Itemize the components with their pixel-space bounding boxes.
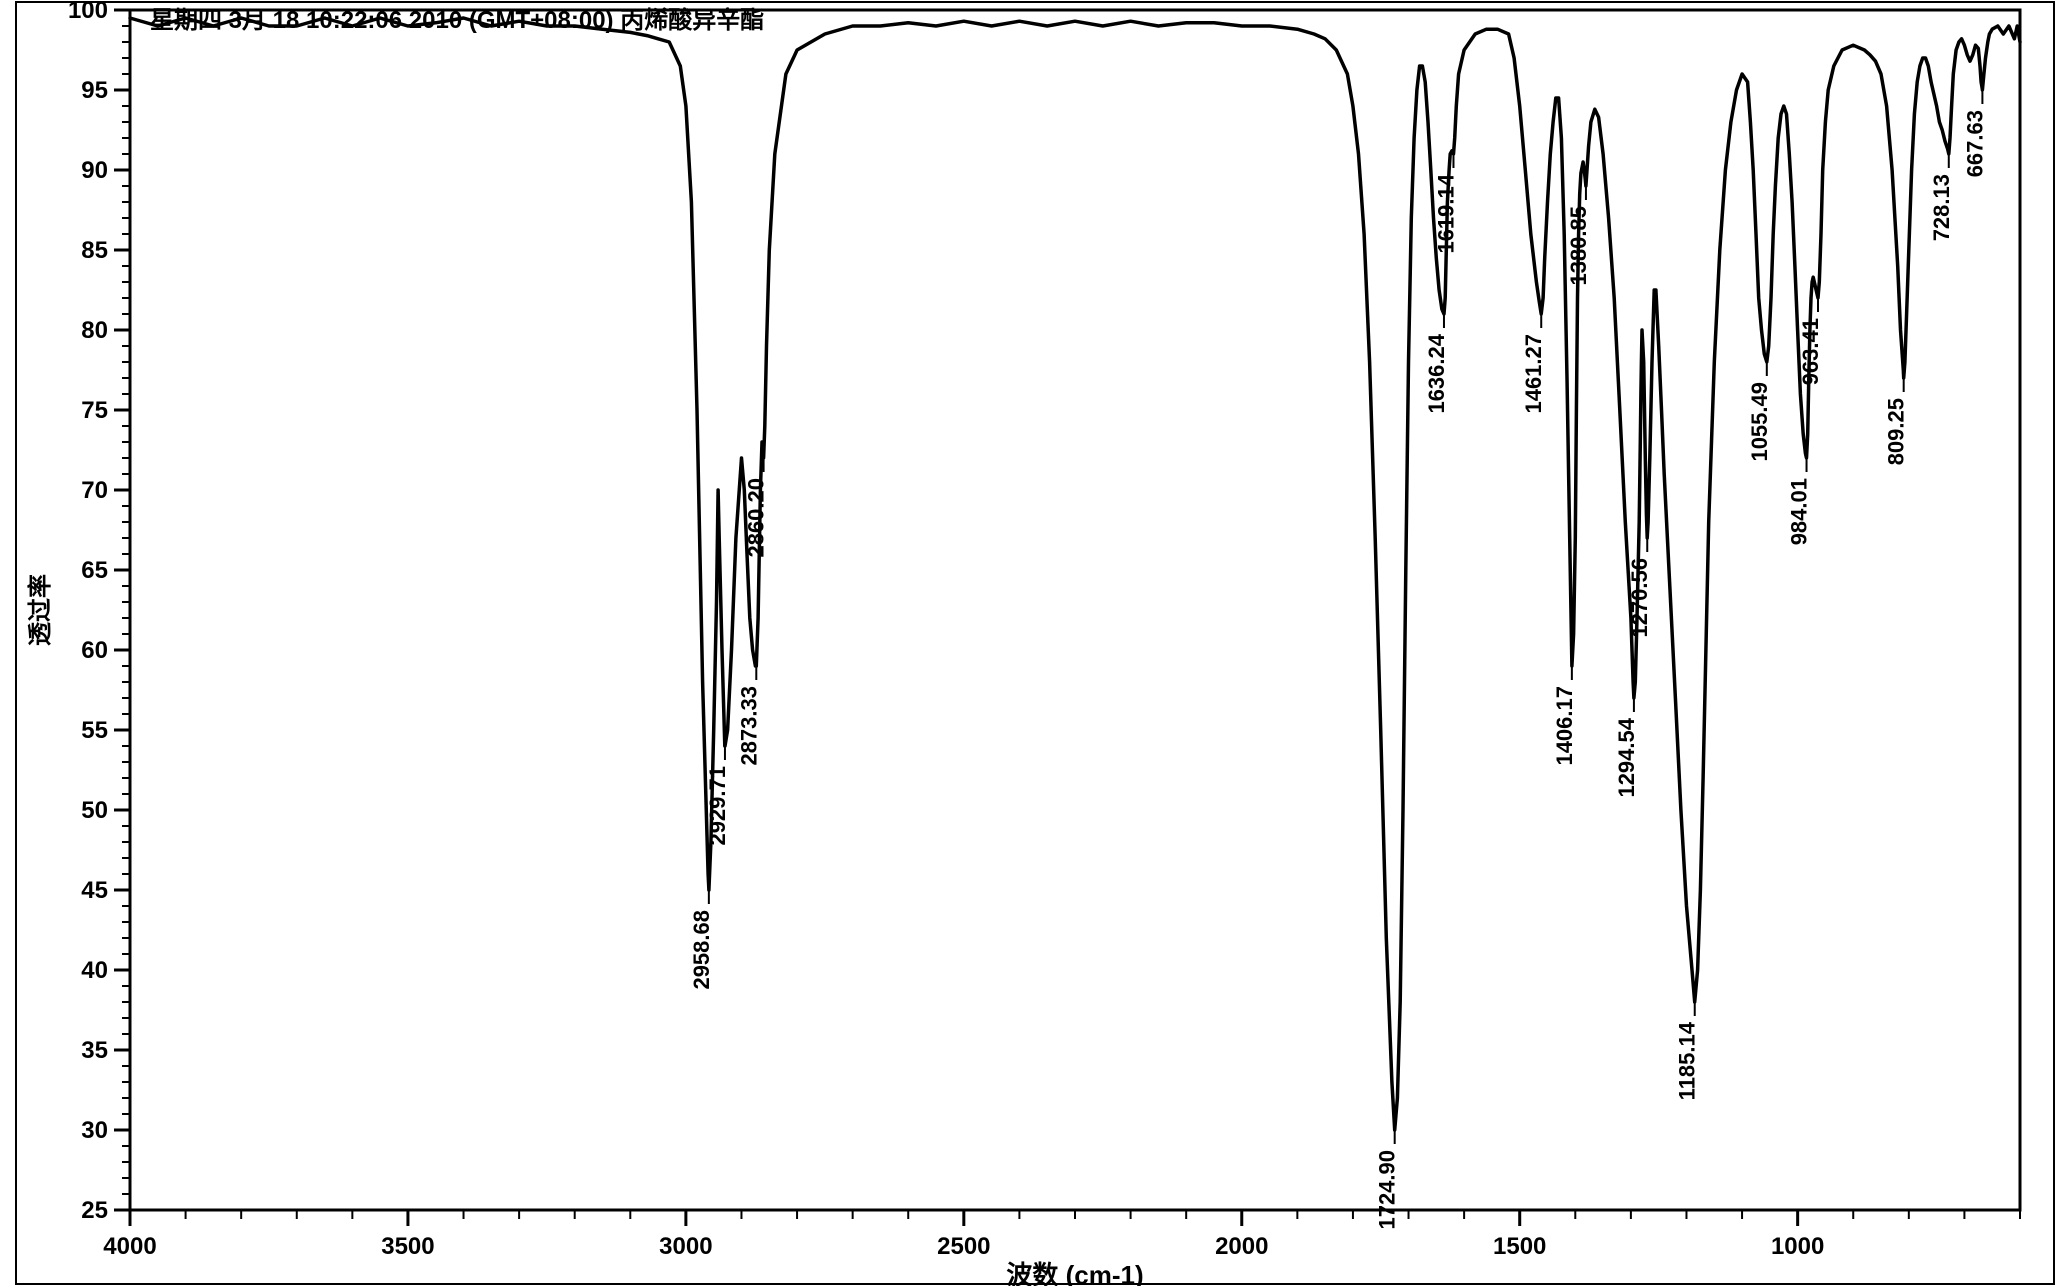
y-tick-label: 50 — [81, 797, 108, 824]
x-axis-title: 波数 (cm-1) — [1006, 1260, 1143, 1286]
y-tick-label: 95 — [81, 77, 108, 104]
y-tick-label: 70 — [81, 477, 108, 504]
peak-label: 1380.85 — [1566, 206, 1591, 286]
peak-label: 1461.27 — [1521, 334, 1546, 414]
peak-label: 984.01 — [1787, 478, 1812, 545]
y-tick-label: 55 — [81, 717, 108, 744]
peak-label: 1270.56 — [1627, 558, 1652, 638]
y-tick-label: 65 — [81, 557, 108, 584]
x-tick-label: 2500 — [937, 1233, 990, 1260]
chart-background — [0, 0, 2056, 1286]
ir-spectrum-chart: 4000 3500 3000 2500 2000 1500 1000 25 30 35 40 45 50… — [0, 0, 2056, 1286]
peak-label: 1185.14 — [1675, 1021, 1700, 1100]
x-tick-label: 1000 — [1771, 1233, 1824, 1260]
peak-label: 2860.20 — [744, 478, 769, 558]
x-tick-label: 3500 — [381, 1233, 434, 1260]
peak-label: 1294.54 — [1614, 717, 1639, 797]
peak-label: 667.63 — [1962, 110, 1987, 177]
peak-label: 809.25 — [1884, 398, 1909, 465]
y-tick-label: 40 — [81, 957, 108, 984]
y-axis-title: 透过率 — [26, 574, 54, 646]
y-tick-label: 90 — [81, 157, 108, 184]
peak-label: 2929.71 — [705, 766, 730, 846]
y-tick-label: 85 — [81, 237, 108, 264]
peak-label: 1406.17 — [1552, 686, 1577, 766]
x-tick-label: 1500 — [1493, 1233, 1546, 1260]
peak-label: 1724.90 — [1375, 1150, 1400, 1230]
peak-label: 728.13 — [1929, 174, 1954, 241]
peak-label: 1055.49 — [1747, 382, 1772, 462]
x-tick-label: 2000 — [1215, 1233, 1268, 1260]
x-tick-label: 4000 — [103, 1233, 156, 1260]
y-tick-label: 45 — [81, 877, 108, 904]
y-tick-label: 30 — [81, 1117, 108, 1144]
y-tick-label: 75 — [81, 397, 108, 424]
y-tick-label: 35 — [81, 1037, 108, 1064]
peak-label: 1636.24 — [1424, 333, 1449, 413]
peak-label: 1619.14 — [1433, 173, 1458, 253]
x-tick-label: 3000 — [659, 1233, 712, 1260]
y-tick-label: 60 — [81, 637, 108, 664]
peak-label: 963.41 — [1798, 318, 1823, 385]
peak-label: 2873.33 — [736, 686, 761, 766]
y-tick-label: 80 — [81, 317, 108, 344]
y-tick-label: 100 — [68, 0, 108, 24]
peak-label: 2958.68 — [689, 910, 714, 990]
y-tick-label: 25 — [81, 1197, 108, 1224]
